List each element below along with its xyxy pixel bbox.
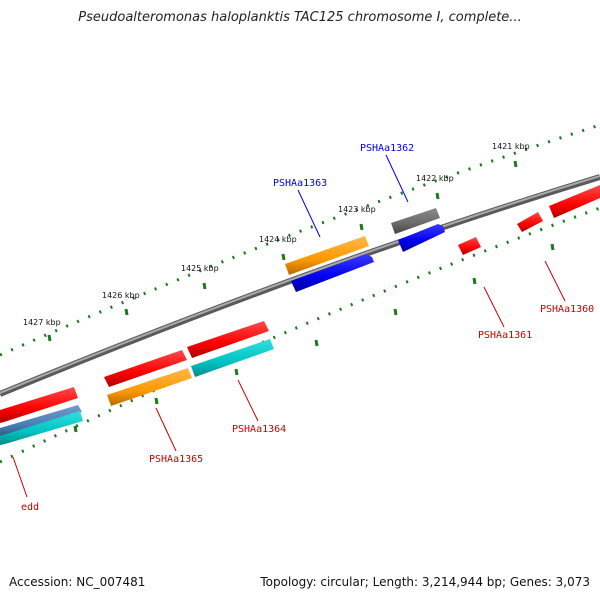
ruler-tick-major (359, 223, 364, 231)
leader-line (237, 379, 259, 422)
gene-label[interactable]: edd (21, 502, 39, 513)
gene-feature-cyan[interactable] (191, 339, 274, 377)
forward-strand-features (0, 185, 600, 423)
gene-labels: PSHAa1363 PSHAa1362 PSHAa1361 PSHAa1360 … (21, 143, 594, 513)
gene-label[interactable]: PSHAa1365 (149, 454, 203, 465)
ruler-tick-major (314, 339, 319, 347)
gene-label[interactable]: PSHAa1364 (232, 424, 286, 435)
ruler-label: 1425 kbp (181, 264, 219, 273)
reverse-strand-features (0, 237, 481, 445)
topology-text: Topology: circular; Length: 3,214,944 bp… (260, 575, 590, 589)
gene-feature-red[interactable] (0, 387, 78, 423)
gene-feature-orange[interactable] (107, 368, 192, 406)
ruler-tick-major (154, 397, 159, 405)
gene-feature-orange[interactable] (285, 236, 369, 275)
gene-feature-red[interactable] (104, 350, 187, 387)
ruler-tick-major (47, 334, 52, 342)
ruler-tick-major (124, 308, 129, 316)
ruler-labels: 1421 kbp 1422 kbp 1423 kbp 1424 kbp 1425… (23, 142, 530, 327)
ruler-label: 1423 kbp (338, 205, 376, 214)
label-leader-lines (12, 154, 566, 498)
gene-feature-blue[interactable] (291, 254, 374, 292)
gene-feature-steel[interactable] (0, 405, 82, 437)
gene-label[interactable]: PSHAa1360 (540, 304, 594, 315)
ruler-tick-major (202, 282, 207, 290)
ruler-label: 1422 kbp (416, 174, 454, 183)
ruler-label: 1426 kbp (102, 291, 140, 300)
ruler-tick-major (393, 308, 398, 316)
leader-line (385, 154, 409, 203)
gene-label[interactable]: PSHAa1363 (273, 178, 327, 189)
gene-feature-red[interactable] (458, 237, 481, 255)
chromosome-backbone (0, 174, 600, 397)
ruler-tick-major (550, 243, 555, 251)
leader-line (297, 189, 321, 238)
outer-ruler-major-ticks (47, 160, 518, 342)
ruler-tick-major (513, 160, 518, 168)
ruler-tick-major (73, 425, 78, 433)
gene-feature-red[interactable] (187, 321, 269, 358)
ruler-tick-major (281, 253, 286, 261)
ruler-tick-major (472, 277, 477, 285)
gene-feature-blue[interactable] (398, 224, 445, 252)
ruler-tick-major (234, 368, 239, 376)
leader-line (12, 456, 28, 498)
ruler-label: 1424 kbp (259, 235, 297, 244)
inner-ruler-major-ticks (73, 243, 555, 433)
leader-line (483, 286, 505, 328)
ruler-label: 1427 kbp (23, 318, 61, 327)
gene-label[interactable]: PSHAa1362 (360, 143, 414, 154)
ruler-tick-major (435, 192, 440, 200)
leader-line (544, 260, 566, 302)
gene-label[interactable]: PSHAa1361 (478, 330, 532, 341)
gene-feature-cyan[interactable] (0, 411, 83, 445)
gene-feature-red[interactable] (549, 185, 600, 218)
map-title: Pseudoalteromonas haloplanktis TAC125 ch… (78, 10, 522, 25)
outer-ruler-arc (0, 123, 600, 357)
gene-feature-red[interactable] (517, 212, 543, 232)
gene-feature-gray[interactable] (391, 208, 440, 234)
leader-line (155, 407, 177, 452)
accession-text: Accession: NC_007481 (9, 575, 146, 589)
ruler-label: 1421 kbp (492, 142, 530, 151)
